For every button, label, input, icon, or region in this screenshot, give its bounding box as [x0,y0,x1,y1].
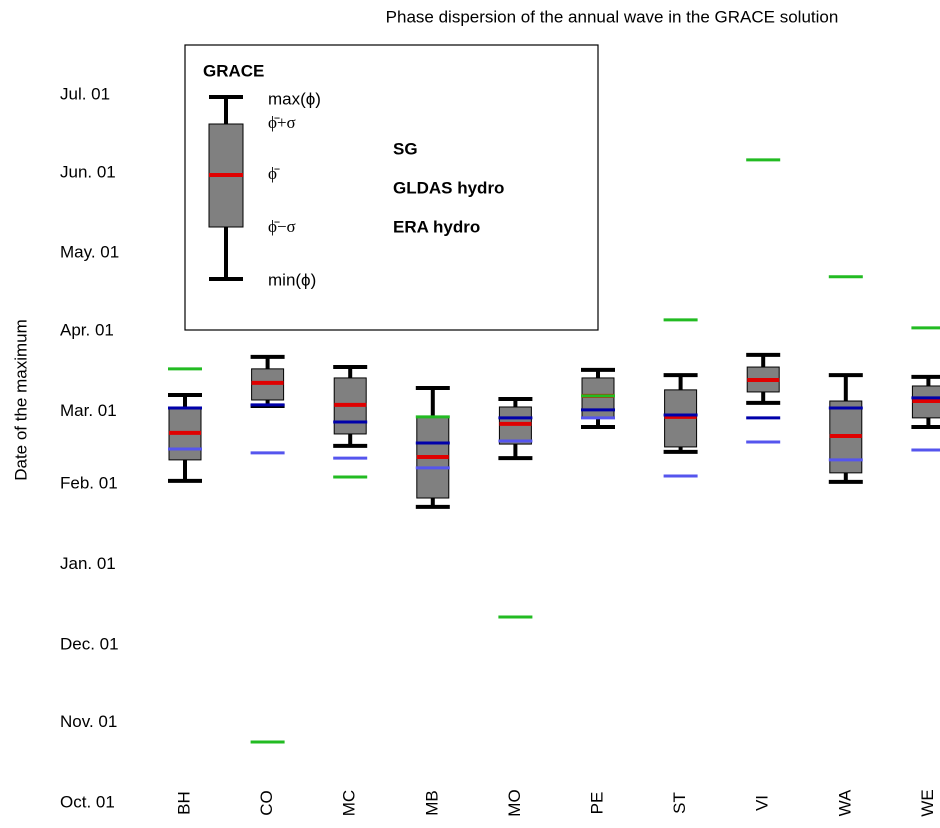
legend-label: ϕ̄−σ [268,217,296,236]
y-tick-label: Oct. 01 [60,792,115,811]
legend-entry: GLDAS hydro [393,178,504,197]
y-tick-label: Mar. 01 [60,401,117,420]
legend-title: GRACE [203,61,264,80]
x-tick-label: MC [340,790,359,816]
legend-label: ϕ̄ [268,164,280,183]
x-tick-label: WE [918,789,937,816]
y-tick-label: Jul. 01 [60,84,110,103]
y-tick-label: Nov. 01 [60,712,117,731]
y-tick-label: Feb. 01 [60,473,118,492]
y-tick-label: Jan. 01 [60,554,116,573]
x-tick-label: MO [505,789,524,816]
x-tick-label: BH [174,791,193,815]
y-axis-label: Date of the maximum [11,319,30,481]
y-tick-label: Jun. 01 [60,162,116,181]
y-tick-label: Apr. 01 [60,320,114,339]
x-tick-label: VI [753,795,772,811]
y-tick-label: Dec. 01 [60,634,119,653]
legend-label: min(ϕ) [268,270,316,289]
x-tick-label: CO [257,790,276,816]
legend-box [184,44,599,331]
x-tick-label: WA [835,789,854,816]
legend-label: max(ϕ) [268,89,321,108]
box [581,377,615,419]
x-tick-label: MB [422,790,441,816]
x-tick-label: ST [670,792,689,814]
legend-entry: ERA hydro [393,217,480,236]
chart-title: Phase dispersion of the annual wave in t… [386,7,839,26]
y-tick-label: May. 01 [60,243,119,262]
legend-label: ϕ̄+σ [268,113,296,132]
legend-entry: SG [393,139,418,158]
x-tick-label: PE [587,792,606,815]
